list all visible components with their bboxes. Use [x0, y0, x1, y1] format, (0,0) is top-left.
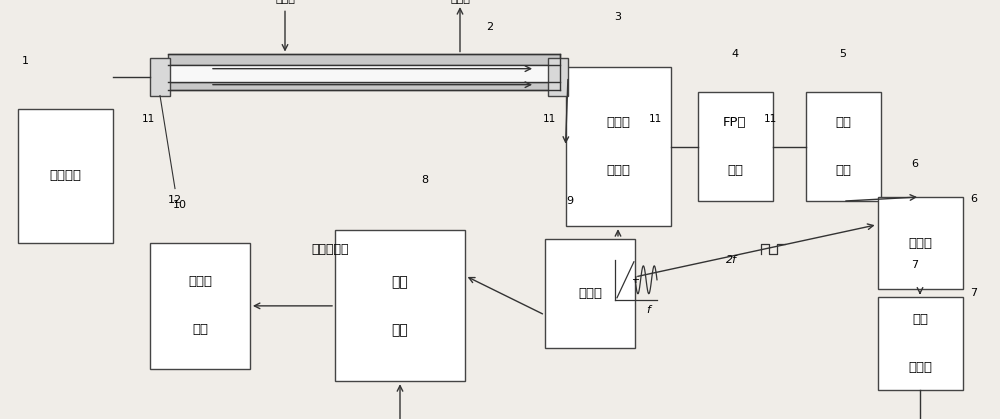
Text: 8: 8 — [421, 175, 429, 185]
Text: 4: 4 — [731, 49, 739, 59]
Text: 10: 10 — [173, 200, 187, 210]
Bar — [150, 243, 250, 369]
Text: 进气口: 进气口 — [275, 0, 295, 4]
Text: 12: 12 — [168, 195, 182, 205]
Text: 排气口: 排气口 — [450, 0, 470, 4]
Text: 理器: 理器 — [392, 323, 408, 337]
Bar — [18, 109, 112, 243]
Text: 7: 7 — [970, 288, 978, 298]
Text: 制器: 制器 — [192, 323, 208, 336]
Text: 2: 2 — [486, 22, 494, 32]
Text: 6: 6 — [912, 159, 918, 169]
Text: 11: 11 — [141, 114, 155, 124]
Text: 微处: 微处 — [392, 275, 408, 289]
Bar — [698, 92, 772, 201]
Text: 准具: 准具 — [727, 164, 743, 177]
Text: 6: 6 — [970, 194, 978, 204]
Text: 11: 11 — [648, 114, 662, 124]
Bar — [878, 197, 963, 289]
Text: +: + — [631, 275, 639, 285]
Text: 3: 3 — [614, 12, 622, 22]
Text: 滤波器: 滤波器 — [908, 361, 932, 374]
Text: 7: 7 — [911, 260, 919, 270]
Text: 测器: 测器 — [835, 164, 851, 177]
Text: 显示控: 显示控 — [188, 275, 212, 288]
Text: 9: 9 — [566, 196, 574, 206]
Text: 2f: 2f — [726, 255, 737, 265]
Text: 宽带光源: 宽带光源 — [49, 169, 81, 183]
Bar — [806, 92, 881, 201]
Text: 11: 11 — [542, 114, 556, 124]
Text: 光探: 光探 — [835, 116, 851, 129]
Text: 可调光: 可调光 — [606, 116, 630, 129]
Bar — [878, 297, 963, 390]
Text: FP标: FP标 — [723, 116, 747, 129]
Bar — [168, 65, 560, 82]
Text: 1: 1 — [22, 56, 28, 66]
Bar — [150, 58, 170, 96]
Text: 滤波器: 滤波器 — [606, 164, 630, 177]
Bar — [566, 67, 670, 226]
Text: 11: 11 — [763, 114, 777, 124]
Bar — [168, 54, 560, 65]
Text: 气体吸收池: 气体吸收池 — [311, 243, 349, 256]
Text: f: f — [647, 305, 651, 315]
Text: 低通: 低通 — [912, 313, 928, 326]
Bar — [168, 82, 560, 90]
Text: 5: 5 — [840, 49, 846, 59]
Text: 放大器: 放大器 — [908, 236, 932, 250]
Bar — [548, 58, 568, 96]
Bar — [335, 230, 465, 381]
Bar — [545, 239, 635, 348]
Text: 信号源: 信号源 — [578, 287, 602, 300]
